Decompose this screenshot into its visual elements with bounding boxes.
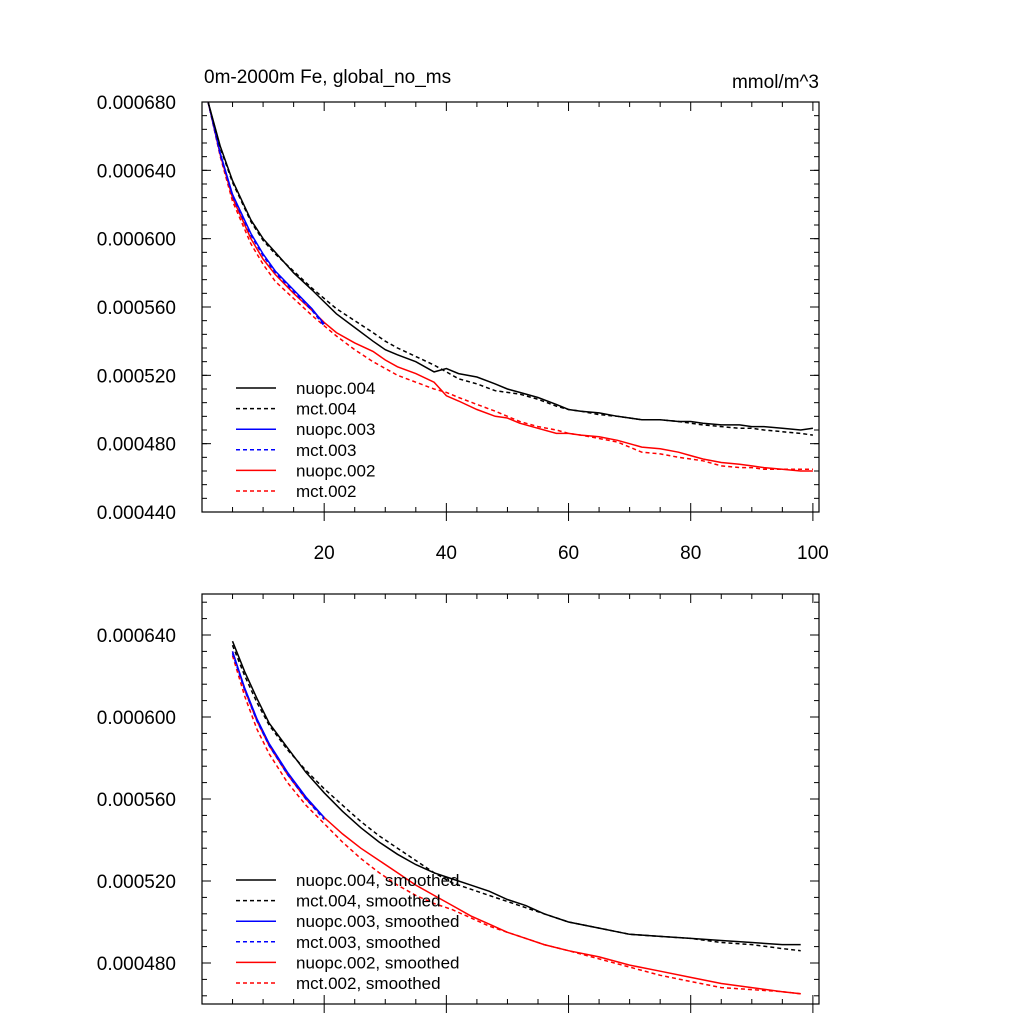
y-tick-label: 0.000560 bbox=[97, 298, 176, 319]
y-tick-label: 0.000520 bbox=[97, 366, 176, 387]
legend-label: mct.003, smoothed bbox=[296, 933, 441, 952]
legend-label: mct.003 bbox=[296, 441, 356, 460]
top-chart-title: 0m-2000m Fe, global_no_ms bbox=[204, 67, 451, 88]
series-line bbox=[207, 101, 814, 431]
top-series-lines bbox=[207, 101, 814, 472]
legend-label: mct.002 bbox=[296, 482, 356, 501]
series-line bbox=[207, 101, 813, 471]
legend-label: nuopc.002, smoothed bbox=[296, 953, 460, 972]
x-tick-label: 40 bbox=[436, 543, 457, 564]
series-line bbox=[231, 640, 801, 946]
x-tick-label: 20 bbox=[314, 543, 335, 564]
y-tick-label: 0.000600 bbox=[97, 230, 176, 251]
bottom-series-lines bbox=[231, 640, 801, 995]
y-tick-label: 0.000560 bbox=[97, 790, 176, 811]
x-tick-label: 80 bbox=[680, 543, 701, 564]
y-tick-label: 0.000480 bbox=[97, 954, 176, 975]
bottom-plot-frame bbox=[201, 593, 820, 1005]
y-tick-label: 0.000640 bbox=[97, 161, 176, 182]
series-line bbox=[207, 101, 814, 436]
top-ticks: 0.000440 0.000480 0.000520 0.000560 0.000600… bbox=[97, 93, 829, 564]
bottom-ticks: 0.000480 0.000520 0.000560 0.000600 0.000640 bbox=[97, 594, 819, 1013]
legend-label: nuopc.002 bbox=[296, 461, 375, 480]
series-line bbox=[207, 101, 325, 327]
y-tick-label: 0.000600 bbox=[97, 708, 176, 729]
legend-label: nuopc.003 bbox=[296, 420, 375, 439]
series-line bbox=[207, 101, 325, 325]
series-line bbox=[231, 651, 325, 818]
top-plot-frame bbox=[201, 101, 820, 513]
x-tick-label: 60 bbox=[558, 543, 579, 564]
top-panel: 0m-2000m Fe, global_no_ms mmol/m^3 0.000… bbox=[97, 67, 829, 564]
legend-label: mct.002, smoothed bbox=[296, 974, 441, 993]
y-tick-label: 0.000480 bbox=[97, 435, 176, 456]
legend-label: nuopc.004 bbox=[296, 379, 375, 398]
y-tick-label: 0.000520 bbox=[97, 872, 176, 893]
legend-label: nuopc.004, smoothed bbox=[296, 871, 460, 890]
legend-label: nuopc.003, smoothed bbox=[296, 912, 460, 931]
y-tick-label: 0.000680 bbox=[97, 93, 176, 114]
x-tick-label: 100 bbox=[797, 543, 829, 564]
y-tick-label: 0.000440 bbox=[97, 503, 176, 524]
y-tick-label: 0.000640 bbox=[97, 626, 176, 647]
top-chart-units: mmol/m^3 bbox=[732, 72, 819, 93]
legend-label: mct.004, smoothed bbox=[296, 892, 441, 911]
legend-label: mct.004 bbox=[296, 400, 356, 419]
series-line bbox=[231, 655, 801, 995]
series-line bbox=[207, 101, 813, 472]
bottom-panel: 0.000480 0.000520 0.000560 0.000600 0.000640… bbox=[97, 593, 820, 1013]
